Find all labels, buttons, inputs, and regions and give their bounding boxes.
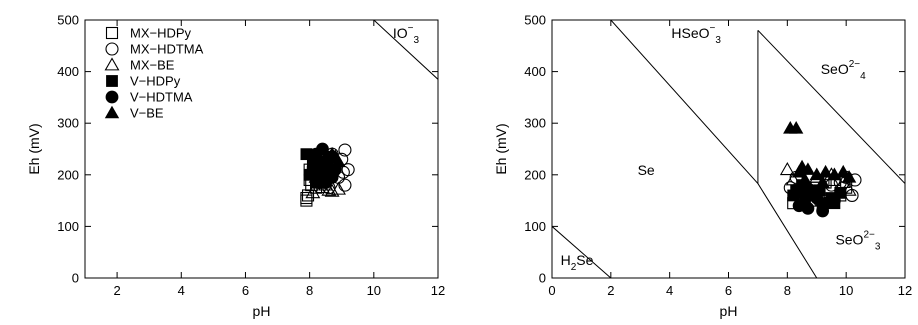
x-tick-label: 4 [178, 283, 185, 298]
stability-boundary-line [552, 226, 612, 278]
x-tick-label: 2 [607, 283, 614, 298]
y-tick-label: 100 [57, 219, 79, 234]
y-tick-label: 200 [57, 167, 79, 182]
data-point-mx-hdpy [301, 189, 315, 202]
y-tick-label: 300 [57, 116, 79, 131]
data-point-v-hdtma [309, 147, 323, 161]
data-point-mx-hdtma [338, 178, 352, 192]
legend-label: MX−HDTMA [130, 42, 204, 57]
legend-marker-mx-hdpy [105, 26, 119, 40]
data-point-v-be [788, 121, 804, 134]
data-point-v-be [836, 164, 851, 178]
x-tick-label: 8 [306, 283, 313, 298]
y-tick-label: 400 [57, 64, 79, 79]
legend-marker-v-be [104, 105, 120, 119]
species-label-seo: SeO2−4 [821, 59, 866, 82]
x-axis-label: pH [253, 303, 271, 319]
y-tick-label: 100 [524, 219, 546, 234]
y-tick-label: 400 [524, 64, 546, 79]
x-tick-label: 10 [367, 283, 381, 298]
data-point-v-hdtma [319, 176, 333, 189]
stability-boundary-line [610, 20, 818, 278]
y-tick-label: 500 [524, 13, 546, 28]
data-point-v-hdtma [828, 194, 841, 208]
data-point-v-hdtma [801, 201, 815, 215]
y-tick-label: 300 [524, 116, 546, 131]
x-tick-label: 12 [898, 283, 912, 298]
y-tick-label: 500 [57, 13, 79, 28]
y-axis-label: Eh (mV) [26, 123, 42, 174]
stability-boundary-line [373, 20, 438, 80]
legend-marker-mx-be [104, 57, 120, 71]
x-tick-label: 0 [548, 283, 555, 298]
legend-marker-v-hdpy [106, 75, 118, 87]
species-label-seo: SeO2−3 [835, 229, 880, 252]
legend-label: MX−BE [130, 58, 175, 73]
y-tick-label: 0 [539, 271, 546, 286]
species-label-se: Se [638, 162, 655, 178]
x-tick-label: 8 [784, 283, 791, 298]
y-tick-label: 0 [72, 271, 79, 286]
x-tick-label: 2 [113, 283, 120, 298]
plot-frame [84, 19, 439, 279]
data-point-mx-be [779, 162, 795, 176]
data-point-v-be [797, 172, 813, 186]
data-point-v-hdtma [816, 204, 830, 218]
stability-boundary-line [757, 29, 905, 184]
x-axis-label: pH [720, 303, 738, 319]
data-point-v-be [800, 162, 816, 175]
left-panel-eh-ph-plot: 2 4 6 8 10 12 0 100 200 300 400 500 pH Eh (mV) IO−3 MX−… [26, 13, 445, 320]
species-label-hse: H2Se [561, 252, 594, 273]
data-point-v-be [815, 175, 830, 188]
data-point-v-be [818, 164, 833, 178]
data-point-v-be [321, 159, 337, 173]
y-axis-label: Eh (mV) [493, 123, 509, 174]
data-point-v-hdtma [804, 183, 818, 197]
x-tick-label: 4 [666, 283, 673, 298]
legend-label: MX−HDPy [130, 26, 192, 41]
legend-marker-mx-hdtma [105, 42, 119, 56]
legend-label: V−HDTMA [130, 90, 193, 105]
x-tick-label: 10 [839, 283, 853, 298]
data-point-v-be [841, 170, 857, 183]
x-tick-label: 6 [242, 283, 249, 298]
x-tick-label: 12 [431, 283, 445, 298]
right-panel-se-speciation-plot: 0 2 4 6 8 10 12 0 100 200 300 400 500 pH Eh (mV) H2Se Se… [493, 13, 912, 320]
data-point-mx-hdtma [338, 143, 352, 157]
legend-label: V−HDPy [130, 74, 181, 89]
data-point-v-be [331, 154, 346, 168]
data-point-mx-be [331, 181, 346, 195]
y-tick-label: 200 [524, 167, 546, 182]
species-label-io: IO−3 [393, 23, 420, 46]
x-tick-label: 6 [725, 283, 732, 298]
species-label-hseo: HSeO−3 [671, 23, 721, 46]
legend-label: V−BE [130, 106, 164, 121]
legend-marker-v-hdtma [105, 90, 119, 104]
data-point-v-be [324, 146, 340, 160]
